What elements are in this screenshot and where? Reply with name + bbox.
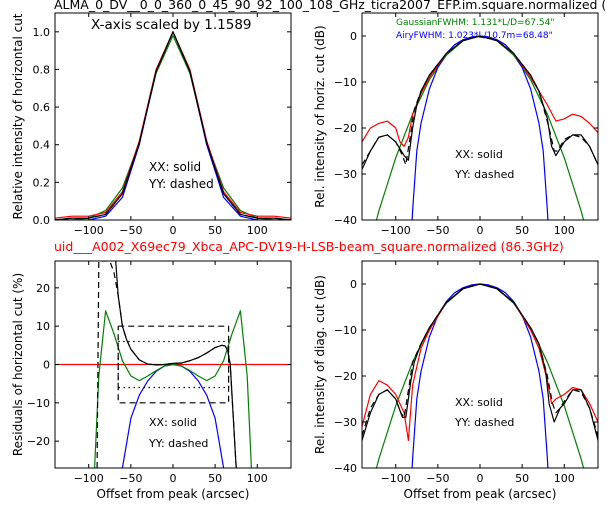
series-line-4 bbox=[362, 35, 598, 166]
y-tick-label: 0.8 bbox=[33, 63, 51, 76]
axes-frame bbox=[361, 260, 599, 469]
x-tick-label: −50 bbox=[119, 224, 142, 237]
series-line-0 bbox=[55, 34, 291, 220]
x-tick-label: 50 bbox=[208, 472, 222, 485]
series-line-1 bbox=[411, 35, 549, 220]
y-tick-label: −30 bbox=[334, 416, 357, 429]
y-tick-label: 0.2 bbox=[33, 176, 51, 189]
y-tick-label: 1.0 bbox=[33, 26, 51, 39]
plot-area bbox=[55, 261, 291, 468]
series-line-3 bbox=[55, 31, 291, 220]
series-line-2 bbox=[94, 310, 252, 468]
y-tick-label: 0.4 bbox=[33, 139, 51, 152]
annotation-text: GaussianFWHM: 1.131*L/D=67.54" bbox=[396, 18, 554, 28]
y-tick-label: −20 bbox=[27, 435, 50, 448]
y-axis-label: Rel. intensity of horiz. cut (dB) bbox=[313, 25, 327, 207]
x-axis-label: Offset from peak (arcsec) bbox=[97, 487, 250, 501]
y-tick-label: 20 bbox=[36, 282, 50, 295]
x-tick-label: 0 bbox=[477, 224, 484, 237]
annotation-text: AiryFWHM: 1.023*L/10.7m=68.48" bbox=[396, 31, 553, 41]
y-axis-label: Relative intensity of horizontal cut bbox=[11, 13, 25, 219]
panel-horizontal-cut-linear: −100 −50 0 50 100 0.0 0.2 0.4 0.6 0.8 1.0 Relative … bbox=[11, 12, 292, 237]
annotation-text: XX: solid bbox=[455, 396, 503, 409]
y-tick-label: 0 bbox=[350, 30, 357, 43]
x-tick-label: 100 bbox=[247, 472, 268, 485]
x-tick-label: 50 bbox=[208, 224, 222, 237]
series-line-6 bbox=[117, 340, 230, 389]
y-tick-label: −20 bbox=[334, 370, 357, 383]
plot-area bbox=[55, 31, 291, 220]
y-tick-label: −10 bbox=[27, 397, 50, 410]
plot-area bbox=[362, 283, 598, 468]
y-tick-label: −40 bbox=[334, 214, 357, 227]
y-tick-label: 0.6 bbox=[33, 101, 51, 114]
annotation-text: YY: dashed bbox=[148, 177, 214, 191]
x-tick-label: 0 bbox=[170, 224, 177, 237]
y-axis-label: Residuals of horizontal cut (%) bbox=[11, 273, 25, 456]
axes-frame bbox=[361, 12, 599, 221]
x-tick-label: 50 bbox=[515, 224, 529, 237]
annotation-text: YY: dashed bbox=[148, 437, 208, 450]
x-tick-label: −100 bbox=[381, 224, 411, 237]
y-tick-label: 0.0 bbox=[33, 214, 51, 227]
mid-title: uid___A002_X69ec79_Xbca_APC-DV19-H-LSB-b… bbox=[54, 239, 564, 254]
series-line-4 bbox=[96, 261, 237, 468]
x-tick-label: 0 bbox=[477, 472, 484, 485]
plot-area bbox=[362, 35, 598, 220]
x-tick-label: −100 bbox=[74, 472, 104, 485]
top-title: ALMA_0_DV__0_0_360_0_45_90_92_100_108_GH… bbox=[54, 0, 606, 12]
series-line-5 bbox=[117, 325, 230, 404]
x-tick-label: −50 bbox=[426, 472, 449, 485]
annotation-text: XX: solid bbox=[455, 148, 503, 161]
y-tick-label: 10 bbox=[36, 320, 50, 333]
y-tick-label: 0 bbox=[43, 359, 50, 372]
x-tick-label: 50 bbox=[515, 472, 529, 485]
series-line-2 bbox=[362, 35, 598, 147]
y-axis-label: Rel. intensity of diag. cut (dB) bbox=[313, 275, 327, 454]
series-line-4 bbox=[362, 283, 598, 436]
x-axis-label: Offset from peak (arcsec) bbox=[404, 487, 557, 501]
x-tick-label: 100 bbox=[554, 472, 575, 485]
x-tick-label: 0 bbox=[170, 472, 177, 485]
x-tick-label: −100 bbox=[74, 224, 104, 237]
x-tick-label: −100 bbox=[381, 472, 411, 485]
y-tick-label: −10 bbox=[334, 76, 357, 89]
series-line-4 bbox=[55, 31, 291, 220]
y-tick-label: −10 bbox=[334, 324, 357, 337]
annotation-text: YY: dashed bbox=[454, 416, 514, 429]
series-line-1 bbox=[411, 283, 549, 468]
y-tick-label: −20 bbox=[334, 122, 357, 135]
y-tick-label: −40 bbox=[334, 462, 357, 475]
x-tick-label: 100 bbox=[247, 224, 268, 237]
x-tick-label: −50 bbox=[119, 472, 142, 485]
x-tick-label: 100 bbox=[554, 224, 575, 237]
x-tick-label: −50 bbox=[426, 224, 449, 237]
annotation-text: X-axis scaled by 1.1589 bbox=[91, 17, 252, 33]
annotation-text: XX: solid bbox=[149, 160, 201, 174]
annotation-text: XX: solid bbox=[149, 416, 197, 429]
annotation-text: YY: dashed bbox=[454, 168, 514, 181]
y-tick-label: −30 bbox=[334, 168, 357, 181]
y-tick-label: 0 bbox=[350, 278, 357, 291]
series-line-1 bbox=[55, 31, 291, 220]
